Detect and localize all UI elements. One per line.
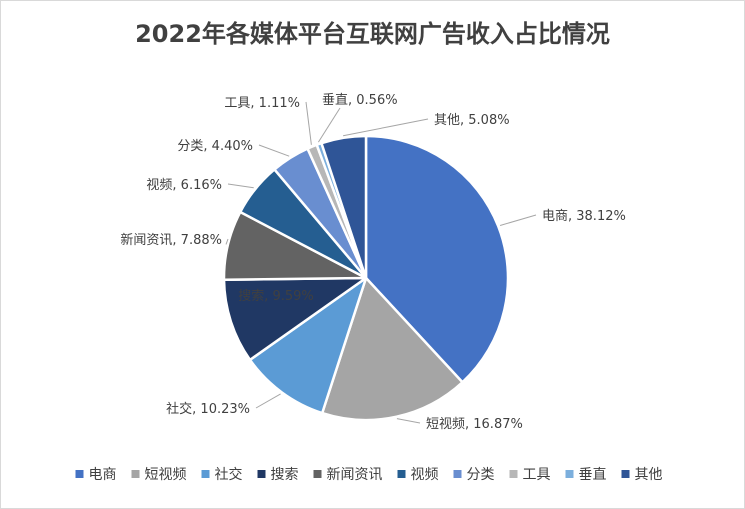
leader-line-10 — [343, 118, 429, 137]
legend-item-5: 新闻资讯 — [313, 467, 383, 483]
leader-line-2 — [396, 418, 421, 424]
legend-item-10: 其他 — [621, 467, 663, 483]
chart-title: 2022年各媒体平台互联网广告收入占比情况 — [135, 20, 610, 48]
leader-line-9 — [317, 107, 341, 143]
data-label-7: 分类, 4.40% — [177, 139, 253, 154]
legend-label-8: 工具 — [523, 467, 551, 483]
legend-swatch-3 — [201, 470, 210, 478]
leader-line-6 — [227, 183, 254, 189]
legend-label-4: 搜索 — [271, 466, 299, 483]
legend-swatch-5 — [313, 470, 322, 478]
legend-item-6: 视频 — [397, 467, 439, 483]
pie-slice-2 — [320, 276, 464, 422]
legend-swatch-4 — [257, 470, 266, 478]
legend-swatch-1 — [75, 470, 84, 478]
legend-label-7: 分类 — [467, 467, 495, 483]
pie-slice-3 — [248, 276, 368, 415]
legend-label-1: 电商 — [89, 467, 117, 483]
pie-slice-4 — [222, 276, 368, 362]
pie-slice-10 — [320, 134, 368, 280]
legend-swatch-6 — [397, 470, 406, 478]
leader-line-1 — [499, 214, 537, 226]
legend-swatch-8 — [509, 470, 518, 478]
leader-line-5 — [225, 238, 229, 245]
legend-item-7: 分类 — [453, 467, 495, 483]
data-label-4: 搜索, 9.59% — [238, 289, 314, 304]
data-label-3: 社交, 10.23% — [166, 401, 250, 417]
pie-slice-1 — [364, 134, 510, 384]
leader-line-3 — [255, 393, 281, 409]
legend-label-3: 社交 — [215, 466, 243, 483]
legend-label-6: 视频 — [411, 467, 439, 483]
data-label-9: 垂直, 0.56% — [322, 93, 398, 108]
data-label-8: 工具, 1.11% — [224, 96, 300, 111]
legend-swatch-9 — [565, 470, 574, 478]
legend-label-10: 其他 — [635, 467, 663, 483]
data-label-2: 短视频, 16.87% — [426, 417, 523, 432]
legend-item-8: 工具 — [509, 467, 551, 483]
legend-swatch-2 — [131, 470, 140, 478]
data-label-5: 新闻资讯, 7.88% — [120, 232, 222, 248]
data-label-1: 电商, 38.12% — [542, 209, 626, 224]
data-label-10: 其他, 5.08% — [434, 113, 510, 128]
data-label-6: 视频, 6.16% — [146, 178, 222, 193]
legend-item-9: 垂直 — [565, 466, 607, 483]
legend-item-3: 社交 — [201, 466, 243, 483]
legend-label-9: 垂直 — [579, 466, 607, 483]
legend-swatch-7 — [453, 470, 462, 478]
legend-item-2: 短视频 — [131, 467, 187, 483]
leader-line-7 — [258, 144, 290, 157]
leader-line-8 — [305, 101, 312, 145]
legend-swatch-10 — [621, 470, 630, 478]
legend-item-4: 搜索 — [257, 466, 299, 483]
legend-item-1: 电商 — [75, 467, 117, 483]
legend-label-2: 短视频 — [145, 467, 187, 483]
legend-label-5: 新闻资讯 — [327, 467, 383, 483]
